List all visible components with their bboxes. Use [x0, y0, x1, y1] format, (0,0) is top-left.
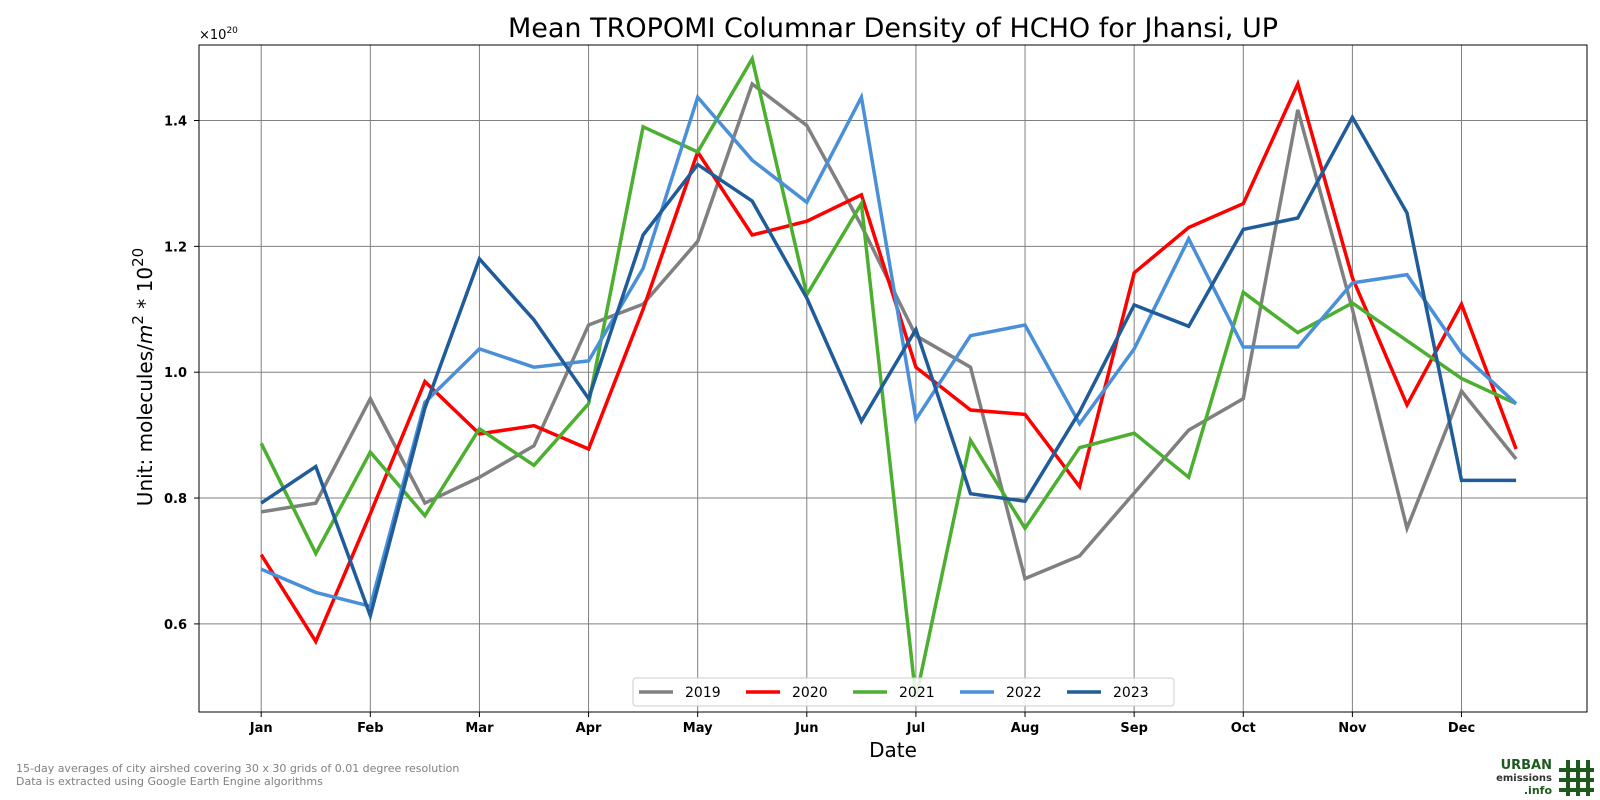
series-line-2021 [259, 54, 1517, 699]
y-tick-label: 1.2 [164, 240, 187, 255]
legend-label-2019: 2019 [685, 685, 721, 701]
series-line-2023 [260, 113, 1517, 622]
axes [194, 44, 1588, 717]
chart-title: Mean TROPOMI Columnar Density of HCHO fo… [508, 13, 1278, 44]
tick-labels: Jan Feb Mar Apr May Jun Jul Aug Sep Oct Nov Dec 0.6 0… [164, 115, 1475, 736]
legend: 2019 2020 2021 2022 2023 [632, 677, 1175, 707]
x-tick-label: Oct [1231, 721, 1256, 736]
grid-logo-icon [1559, 760, 1594, 796]
legend-label-2023: 2023 [1113, 685, 1149, 701]
y-axis-label-ten-sup: 20 [129, 248, 147, 267]
x-tick-label: Apr [576, 721, 602, 736]
x-axis-label: Date [869, 738, 917, 762]
y-scale-multiplier: ×1020 [199, 26, 238, 43]
x-tick-label: Mar [465, 721, 494, 736]
plot-frame [198, 44, 1588, 713]
series-line-2022 [260, 91, 1518, 609]
y-tick-label: 1.0 [164, 366, 187, 381]
logo-line-1: URBAN [1500, 758, 1552, 773]
series-line-2020 [259, 78, 1518, 646]
y-tick-label: 0.6 [164, 618, 187, 633]
logo-line-2: emissions [1496, 773, 1552, 784]
x-tick-label: Aug [1011, 721, 1040, 736]
footnote-line-2: Data is extracted using Google Earth Eng… [16, 775, 323, 788]
y-tick-label: 1.4 [164, 115, 187, 130]
logo-line-3: .info [1523, 784, 1552, 797]
x-tick-label: Sep [1120, 721, 1148, 736]
x-tick-label: Dec [1448, 721, 1475, 736]
y-axis-label: Unit: molecules/m2 * 1020 [129, 248, 157, 506]
legend-label-2021: 2021 [899, 685, 935, 701]
series-lines [259, 54, 1518, 699]
y-axis-label-m: m [133, 325, 157, 344]
x-tick-label: Jul [906, 721, 926, 736]
legend-box [632, 677, 1175, 707]
y-axis-label-m-sup: 2 [129, 315, 147, 325]
footnote-line-1: 15-day averages of city airshed covering… [16, 762, 460, 775]
x-tick-label: May [683, 721, 713, 736]
y-scale-base: ×10 [199, 28, 226, 43]
urban-emissions-logo: URBAN emissions .info [1462, 758, 1594, 797]
x-tick-label: Jan [249, 721, 273, 736]
series-line-2019 [260, 81, 1518, 581]
y-axis-label-main: Unit: molecules/ [133, 344, 157, 506]
legend-label-2020: 2020 [792, 685, 828, 701]
legend-label-2022: 2022 [1006, 685, 1042, 701]
grid [199, 45, 1587, 712]
x-tick-label: Feb [357, 721, 383, 736]
y-scale-exp: 20 [226, 26, 238, 36]
x-tick-label: Jun [794, 721, 818, 736]
y-axis-label-mid: * 10 [133, 267, 157, 315]
y-tick-label: 0.8 [164, 492, 187, 507]
x-tick-label: Nov [1338, 721, 1367, 736]
